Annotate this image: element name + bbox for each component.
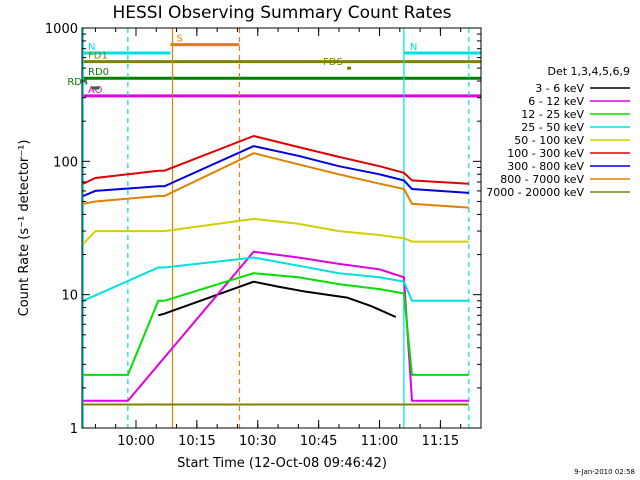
flag-label-7: AO <box>88 85 103 96</box>
legend-label-7: 800 - 7000 keV <box>500 173 584 186</box>
x-tick-label-2: 10:30 <box>239 434 276 449</box>
chart-title: HESSI Observing Summary Count Rates <box>112 3 451 23</box>
x-tick-label-5: 11:15 <box>422 434 459 449</box>
flag-label-5: RD0 <box>88 67 109 78</box>
legend-label-5: 100 - 300 keV <box>507 147 584 160</box>
plot-frame <box>81 27 482 429</box>
flag-label-1: N <box>88 42 95 53</box>
series-line-2 <box>83 272 469 376</box>
legend-label-1: 6 - 12 keV <box>528 95 584 108</box>
legend-label-0: 3 - 6 keV <box>535 82 584 95</box>
x-tick-label-3: 10:45 <box>300 434 337 449</box>
series-line-7 <box>83 152 469 209</box>
series-line-6 <box>82 145 469 197</box>
series-line-1 <box>83 250 469 402</box>
x-tick-label-1: 10:15 <box>178 434 215 449</box>
flag-label-2: N <box>410 42 417 53</box>
y-tick-label-3: 1000 <box>45 22 78 37</box>
legend-label-4: 50 - 100 keV <box>514 134 584 147</box>
flag-label-4: FDS <box>323 57 343 68</box>
series-line-5 <box>82 134 469 185</box>
legend-title: Det 1,3,4,5,6,9 <box>547 65 630 78</box>
series-line-0 <box>158 280 397 318</box>
y-tick-label-1: 10 <box>61 289 78 304</box>
timestamp: 9-Jan-2010 02:58 <box>574 468 635 476</box>
x-tick-label-4: 11:00 <box>361 434 398 449</box>
series-line-4 <box>82 217 469 245</box>
x-axis-label: Start Time (12-Oct-08 09:46:42) <box>177 456 387 471</box>
x-tick-label-0: 10:00 <box>117 434 154 449</box>
legend-label-8: 7000 - 20000 keV <box>486 186 584 199</box>
flag-label-0: S <box>176 34 182 45</box>
y-tick-label-0: 1 <box>70 422 78 437</box>
flag-label-3: FD1 <box>88 51 108 62</box>
series-line-3 <box>82 256 469 302</box>
y-axis-label: Count Rate (s⁻¹ detector⁻¹) <box>17 140 32 317</box>
legend-label-3: 25 - 50 keV <box>521 121 584 134</box>
y-tick-label-2: 100 <box>53 155 78 170</box>
flag-label-6: RD4 <box>67 77 88 88</box>
legend-label-2: 12 - 25 keV <box>521 108 584 121</box>
legend-label-6: 300 - 800 keV <box>507 160 584 173</box>
